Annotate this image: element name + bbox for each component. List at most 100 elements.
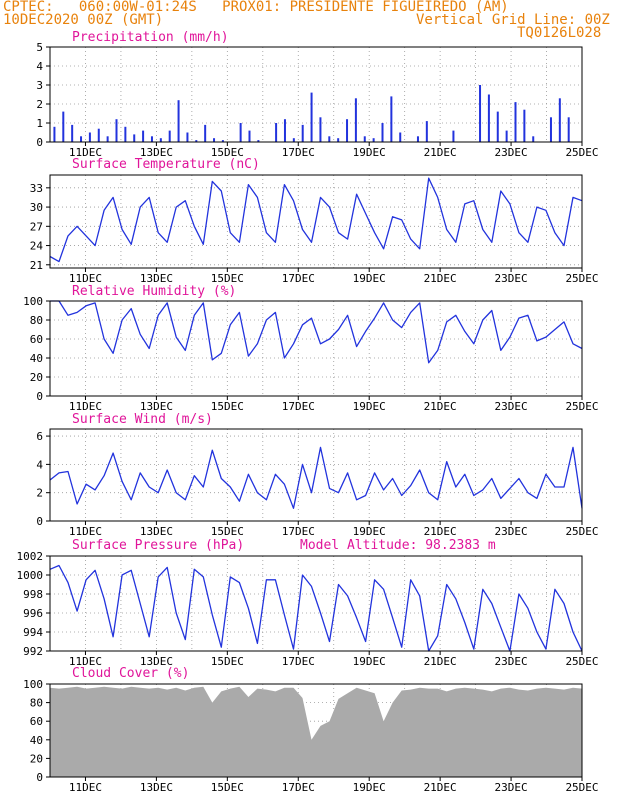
y-tick-label: 0 [36, 771, 43, 784]
y-tick-label: 100 [23, 295, 43, 308]
y-tick-label: 24 [30, 240, 44, 253]
plot-frame [49, 46, 583, 143]
y-tick-label: 5 [36, 41, 43, 54]
panel-annotation: Model Altitude: 98.2383 m [300, 538, 496, 553]
precip-bar [275, 123, 278, 142]
panel-precip: 0 1 2 3 4 5 11DEC 13DEC 15DEC 17DEC 19DEC 21DEC 23DE… [36, 30, 598, 159]
x-tick-label: 13DEC [140, 525, 173, 538]
x-tick-label: 17DEC [282, 655, 315, 668]
x-tick-label: 21DEC [424, 400, 457, 413]
panel-title: Surface Wind (m/s) [72, 412, 213, 427]
precip-bar [496, 111, 499, 142]
rh-series-line [50, 300, 583, 364]
y-tick-label: 80 [30, 314, 43, 327]
precip-bar [292, 138, 295, 142]
y-tick-label: 998 [23, 588, 43, 601]
precip-bar [142, 130, 145, 142]
x-tick-label: 23DEC [495, 525, 528, 538]
y-tick-label: 21 [30, 259, 43, 272]
x-tick-label: 25DEC [565, 781, 598, 794]
x-tick-label: 17DEC [282, 781, 315, 794]
x-tick-label: 21DEC [424, 525, 457, 538]
x-tick-label: 17DEC [282, 400, 315, 413]
y-tick-label: 1 [36, 117, 43, 130]
precip-bar [204, 124, 207, 142]
precip-bar [213, 138, 216, 142]
x-tick-label: 11DEC [69, 272, 102, 285]
precip-bar [133, 134, 136, 142]
y-tick-label: 4 [36, 458, 43, 471]
x-tick-label: 13DEC [140, 400, 173, 413]
precip-bar [319, 117, 322, 142]
precip-bar [567, 117, 570, 142]
y-tick-label: 60 [30, 333, 43, 346]
y-tick-label: 100 [23, 678, 43, 691]
x-tick-label: 15DEC [211, 525, 244, 538]
header-line-1: CPTEC: 060:00W-01:24S PROX01: PRESIDENTE… [3, 0, 509, 15]
y-tick-label: 2 [36, 98, 43, 111]
x-tick-label: 19DEC [353, 525, 386, 538]
precip-bar [301, 124, 304, 142]
y-tick-label: 60 [30, 715, 43, 728]
y-tick-label: 996 [23, 607, 43, 620]
y-tick-label: 992 [23, 645, 43, 658]
precip-bar [88, 132, 91, 142]
precip-bar [97, 128, 100, 142]
precip-bar [381, 123, 384, 142]
y-tick-label: 994 [23, 626, 43, 639]
precip-bar [328, 136, 331, 142]
panel-pres: 992 994 996 998 1000 1002 11DEC 13DEC 15DEC 17DEC… [17, 538, 599, 668]
plot-frame [49, 555, 583, 652]
x-tick-label: 15DEC [211, 781, 244, 794]
precip-bar [452, 130, 455, 142]
panel-title: Surface Pressure (hPa) [72, 538, 244, 553]
x-tick-label: 23DEC [495, 272, 528, 285]
x-tick-label: 11DEC [69, 781, 102, 794]
precip-bar [80, 136, 83, 142]
panel-temp: 21 24 27 30 33 11DEC 13DEC 15DEC 17DEC 19DEC 21DEC… [30, 157, 599, 285]
precip-bar [248, 130, 251, 142]
precip-bar [186, 132, 189, 142]
precip-bar [239, 123, 242, 142]
y-tick-label: 1002 [17, 550, 44, 563]
x-tick-label: 21DEC [424, 655, 457, 668]
y-tick-label: 1000 [17, 569, 44, 582]
x-tick-label: 19DEC [353, 781, 386, 794]
panel-title: Relative Humidity (%) [72, 284, 236, 299]
x-tick-label: 13DEC [140, 272, 173, 285]
x-tick-label: 25DEC [565, 655, 598, 668]
x-tick-label: 19DEC [353, 400, 386, 413]
y-tick-label: 20 [30, 371, 43, 384]
plot-frame [49, 428, 583, 522]
y-tick-label: 6 [36, 430, 43, 443]
precip-bar [523, 109, 526, 142]
precip-bar [425, 121, 428, 142]
precip-bar [310, 92, 313, 142]
x-tick-label: 19DEC [353, 655, 386, 668]
y-tick-label: 0 [36, 136, 43, 149]
wind-series-line [49, 446, 583, 509]
precip-bar [106, 136, 109, 142]
precip-bar [71, 124, 74, 142]
header-date: 10DEC2020 00Z (GMT) [3, 12, 164, 28]
precip-bar [354, 98, 357, 142]
x-tick-label: 23DEC [495, 655, 528, 668]
y-tick-label: 30 [30, 201, 43, 214]
precip-bar [514, 102, 517, 142]
x-tick-label: 15DEC [211, 400, 244, 413]
temp-series-line [49, 177, 583, 263]
x-tick-label: 13DEC [140, 655, 173, 668]
x-tick-label: 11DEC [69, 146, 102, 159]
precip-bar [399, 132, 402, 142]
precip-bar [346, 119, 349, 142]
x-tick-label: 17DEC [282, 146, 315, 159]
panel-title: Surface Temperature (nC) [72, 157, 260, 172]
x-tick-label: 25DEC [565, 400, 598, 413]
x-tick-label: 17DEC [282, 272, 315, 285]
x-tick-label: 23DEC [495, 781, 528, 794]
precip-bar [487, 94, 490, 142]
y-tick-label: 4 [36, 60, 43, 73]
x-tick-label: 15DEC [211, 272, 244, 285]
header-grid-note: Vertical Grid Line: 00Z [416, 12, 610, 28]
header-model-code: TQ0126L028 [517, 25, 602, 41]
